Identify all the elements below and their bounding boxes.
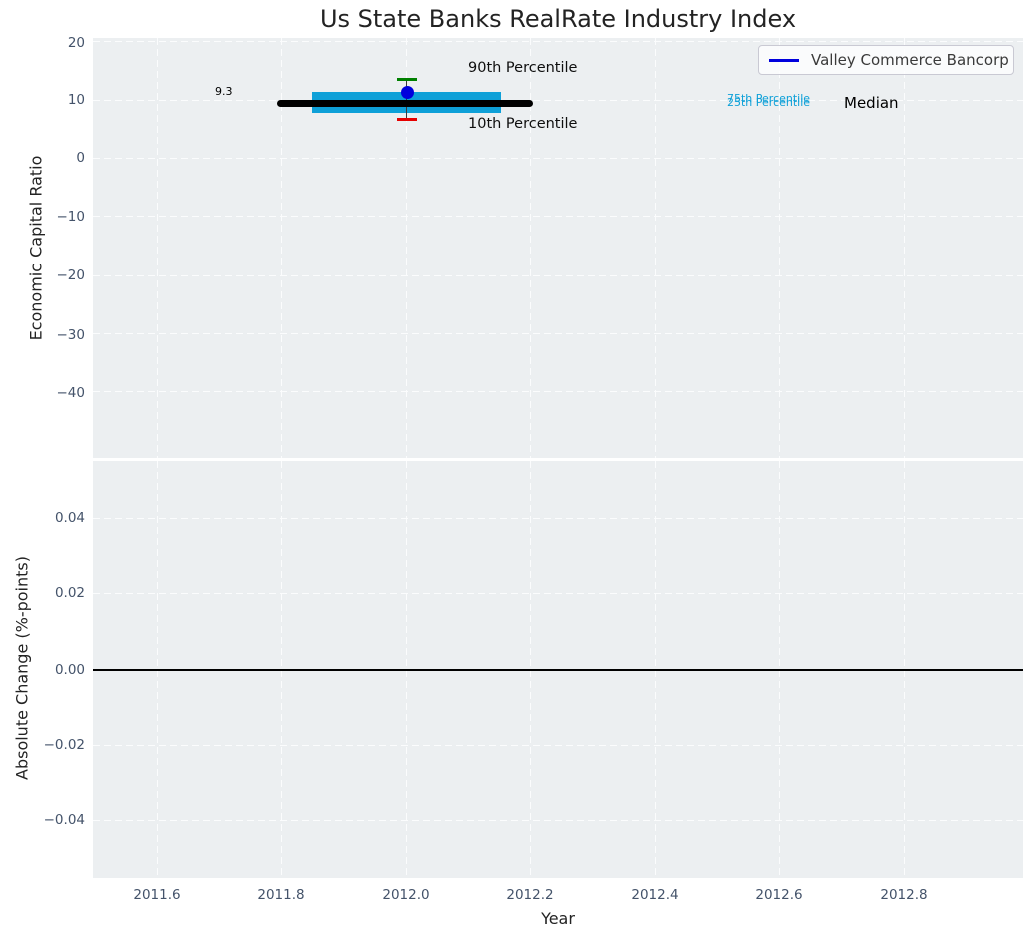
gridline-v <box>157 38 159 458</box>
ytick-bottom: −0.02 <box>43 737 85 753</box>
gridline-h <box>93 391 1023 393</box>
ytick-top: 20 <box>67 35 85 51</box>
xtick: 2012.4 <box>631 887 679 903</box>
gridline-v <box>530 38 532 458</box>
gridline-h <box>93 100 1023 102</box>
p25-label: 25th Percentile <box>727 96 811 109</box>
ytick-top: −40 <box>56 385 86 401</box>
bottom-plot-area <box>93 461 1023 878</box>
x-axis-label: Year <box>541 909 575 928</box>
xtick: 2012.8 <box>880 887 928 903</box>
xtick: 2011.8 <box>257 887 305 903</box>
p90-cap <box>397 78 417 81</box>
median-line <box>277 100 533 107</box>
chart-title: Us State Banks RealRate Industry Index <box>319 5 797 33</box>
ytick-bottom: −0.04 <box>43 812 85 828</box>
gridline-h <box>93 518 1023 520</box>
median-value-label: 9.3 <box>215 85 233 98</box>
xtick: 2012.6 <box>755 887 803 903</box>
gridline-h <box>93 158 1023 160</box>
gridline-v <box>406 38 408 458</box>
percentile-whisker <box>405 79 407 120</box>
ytick-bottom: 0.02 <box>54 585 85 601</box>
company-data-point <box>401 86 414 99</box>
p90-label: 90th Percentile <box>468 60 578 76</box>
gridline-h <box>93 745 1023 747</box>
xtick: 2012.0 <box>382 887 430 903</box>
gridline-v <box>281 38 283 458</box>
gridline-v <box>779 38 781 458</box>
zero-reference-line <box>93 669 1023 671</box>
median-label: Median <box>844 94 899 112</box>
top-plot-area: 9.3 90th Percentile 10th Percentile 75th… <box>93 38 1023 458</box>
legend-line-sample <box>769 58 799 62</box>
ytick-top: −10 <box>56 209 86 225</box>
xtick: 2011.6 <box>133 887 181 903</box>
ytick-top: −30 <box>56 327 86 343</box>
gridline-h <box>93 593 1023 595</box>
p75-label: 75th Percentile <box>727 92 811 105</box>
xtick: 2012.2 <box>506 887 554 903</box>
p10-label: 10th Percentile <box>468 116 578 132</box>
legend: Valley Commerce Bancorp <box>758 45 1014 75</box>
gridline-h <box>93 41 1023 43</box>
ytick-top: 10 <box>67 92 85 108</box>
gridline-v <box>904 38 906 458</box>
ytick-top: −20 <box>56 267 86 283</box>
ytick-bottom: 0.04 <box>54 510 85 526</box>
gridline-h <box>93 275 1023 277</box>
gridline-h <box>93 820 1023 822</box>
gridline-h <box>93 333 1023 335</box>
ytick-bottom: 0.00 <box>54 662 85 678</box>
gridline-v <box>655 38 657 458</box>
p10-cap <box>397 118 417 121</box>
ytick-top: 0 <box>76 150 85 166</box>
gridline-h <box>93 216 1023 218</box>
legend-label: Valley Commerce Bancorp <box>811 51 1009 69</box>
